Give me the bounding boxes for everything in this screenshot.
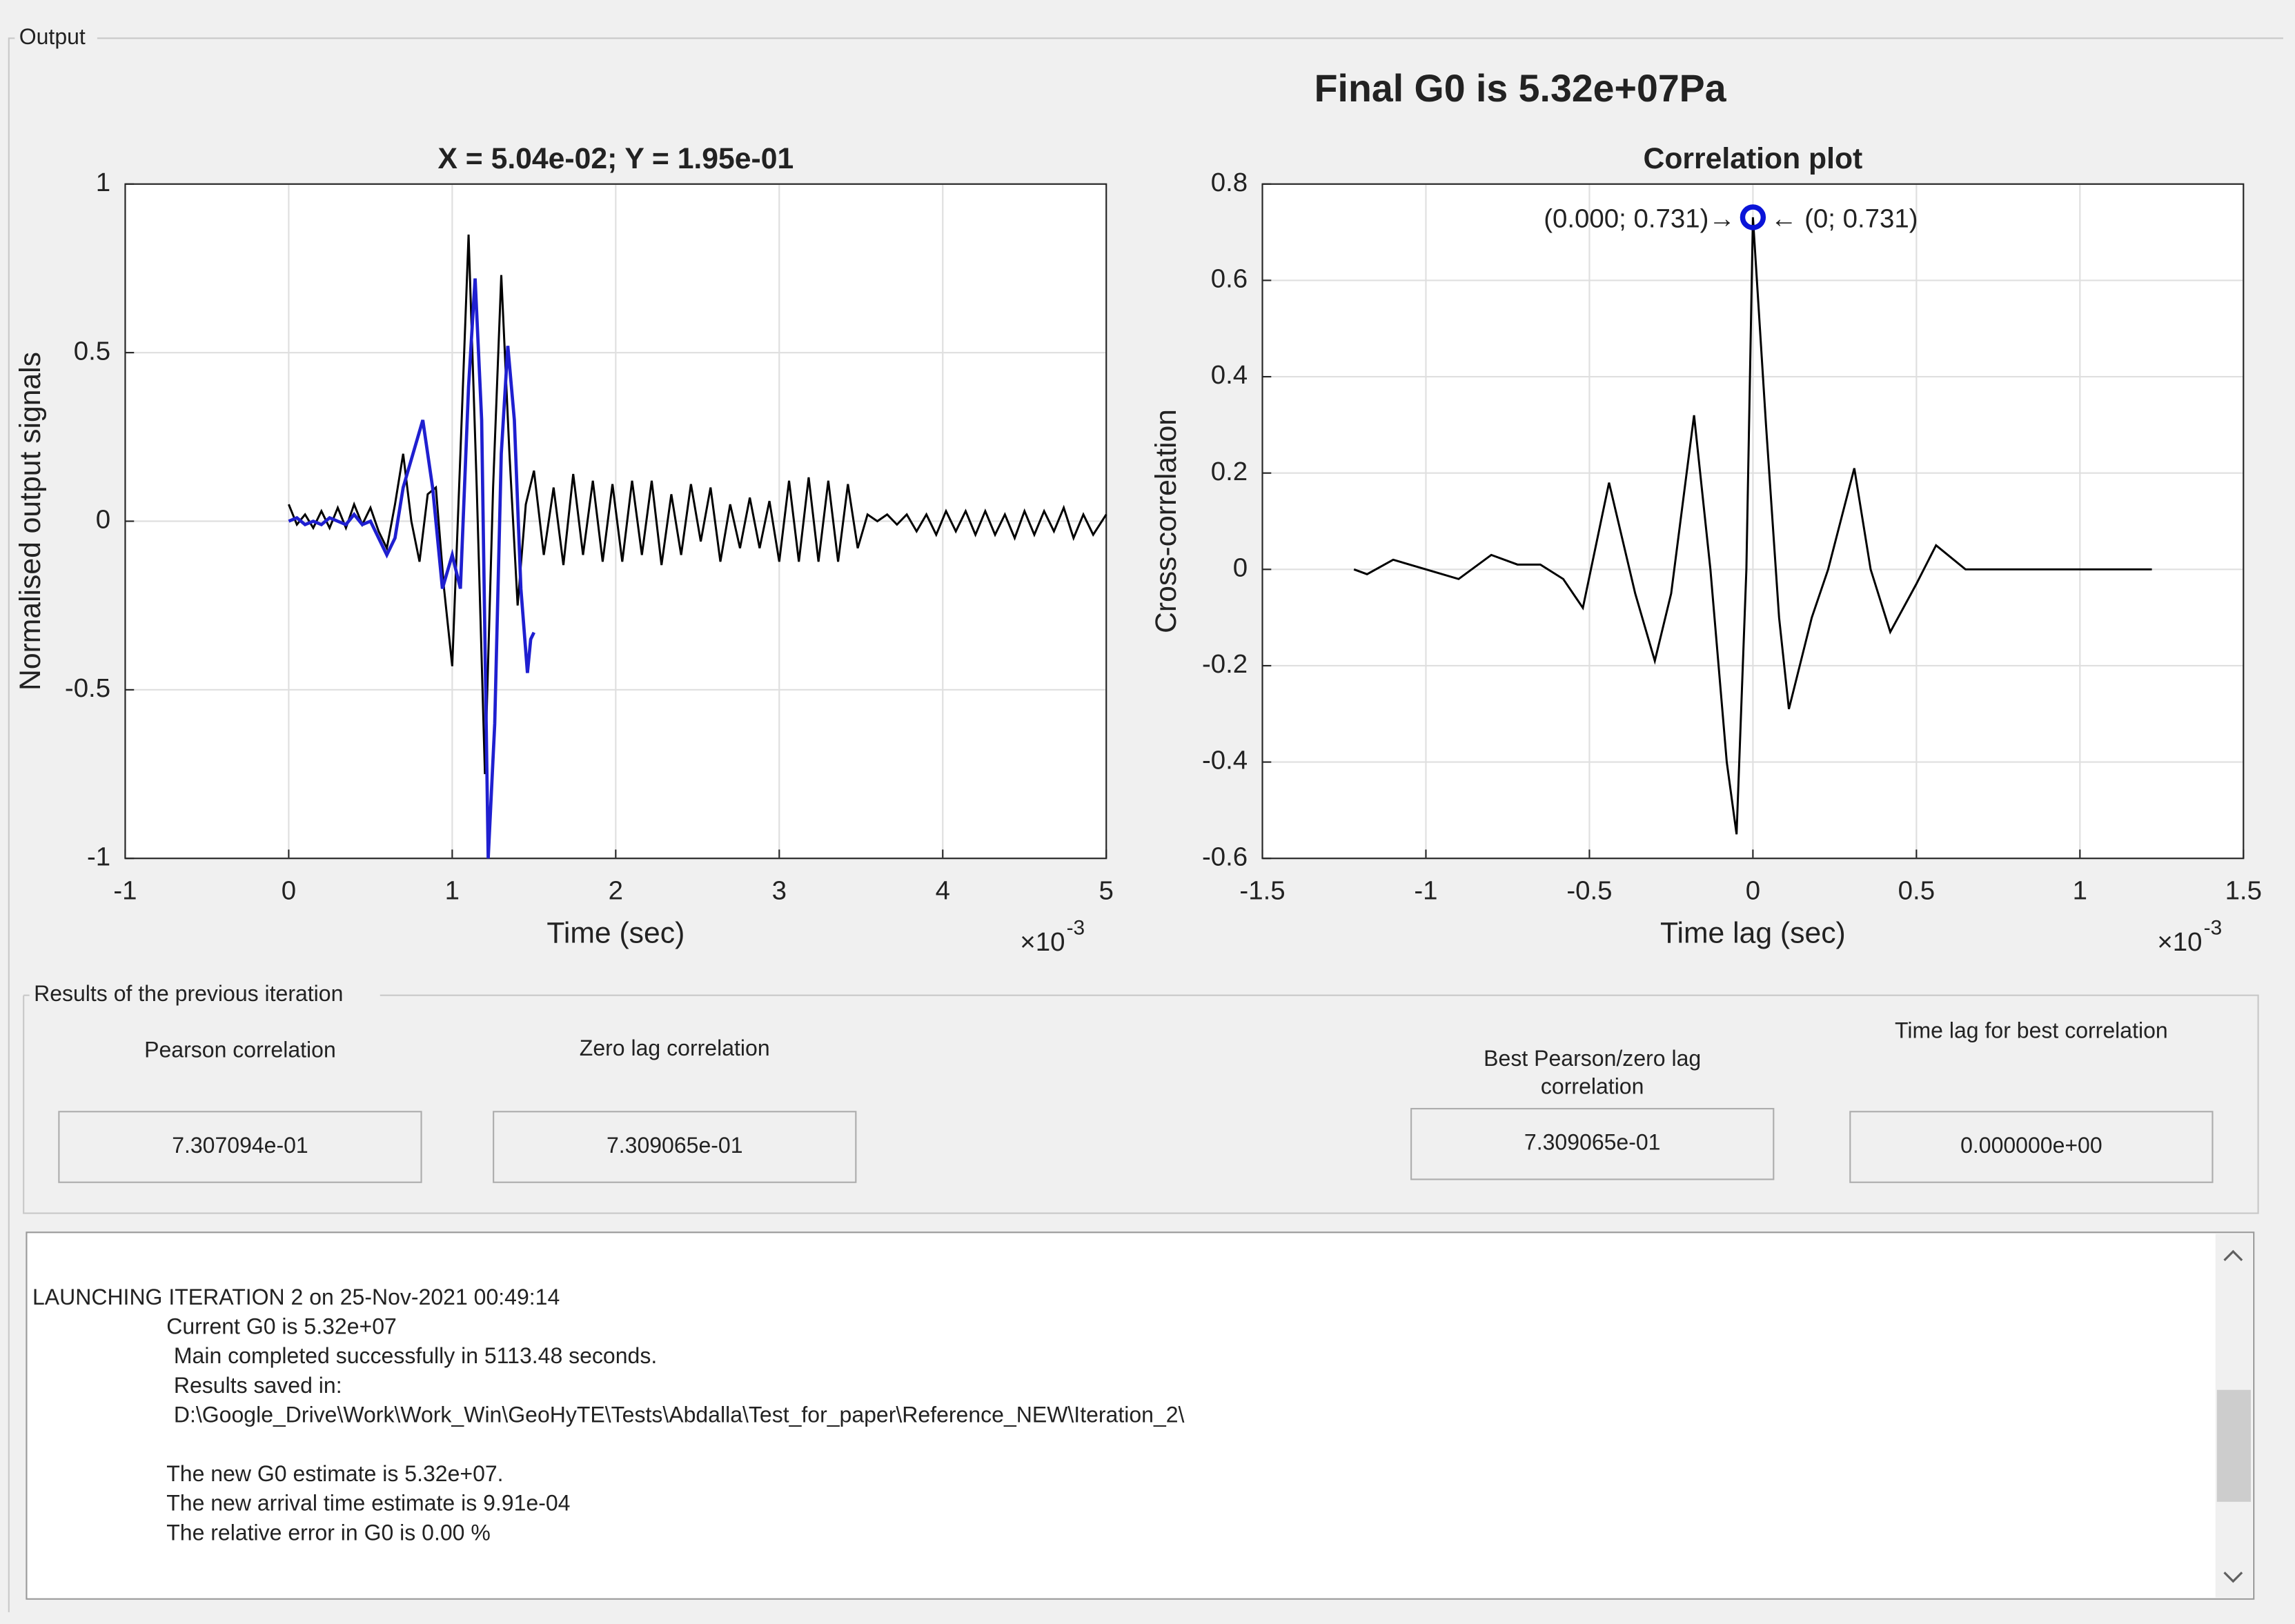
main-title: Final G0 is 5.32e+07Pa	[1314, 67, 1727, 110]
x-multiplier: ×10	[1020, 927, 1065, 957]
scroll-thumb[interactable]	[2216, 1389, 2251, 1502]
peak-marker	[1740, 204, 1766, 230]
x-tick-label: 1.5	[2225, 875, 2262, 905]
field-value: 7.309065e-01	[607, 1133, 743, 1158]
x-tick-label: -1.5	[1239, 875, 1285, 905]
y-tick-label: 1	[96, 168, 110, 197]
signal-line	[288, 235, 1107, 775]
log-line: Current G0 is 5.32e+07	[166, 1314, 397, 1338]
field-value: 0.000000e+00	[1960, 1133, 2102, 1158]
y-tick-label: 0.8	[1211, 168, 1248, 197]
x-tick-label: 4	[936, 875, 950, 905]
field-label-box: Pearson correlation	[144, 1038, 336, 1063]
log-line: The relative error in G0 is 0.00 %	[166, 1520, 491, 1545]
y-tick-label: 0.5	[74, 336, 110, 366]
log-line: Main completed successfully in 5113.48 s…	[174, 1343, 657, 1368]
log-line: LAUNCHING ITERATION 2 on 25-Nov-2021 00:…	[32, 1285, 560, 1309]
x-axis-label: Time (sec)	[546, 916, 684, 949]
x-tick-label: 0.5	[1898, 875, 1935, 905]
results-frame	[23, 994, 2259, 1214]
field-label: Pearson correlation	[144, 1038, 336, 1063]
y-tick-label: -0.5	[65, 673, 110, 703]
text-field	[493, 1111, 857, 1183]
x-axis-label: Time lag (sec)	[1660, 916, 1846, 949]
log-line: The new G0 estimate is 5.32e+07.	[166, 1461, 503, 1486]
y-axis-label: Normalised output signals	[14, 352, 47, 691]
x-tick-label: -1	[113, 875, 137, 905]
x-tick-label: 5	[1099, 875, 1114, 905]
y-tick-label: -0.6	[1202, 842, 1248, 871]
x-tick-label: 2	[609, 875, 623, 905]
plot-border	[1261, 183, 2245, 860]
text-field	[58, 1111, 422, 1183]
y-tick-label: 0.2	[1211, 457, 1248, 486]
y-tick-label: 0	[96, 505, 110, 535]
plot-border	[124, 183, 1107, 860]
log-box	[26, 1231, 2255, 1600]
panel-title: Output	[19, 24, 86, 49]
field-label-box: Zero lag correlation	[579, 1036, 770, 1062]
field-label-box: Time lag for best correlation	[1895, 1018, 2168, 1044]
x-multiplier-exponent: -3	[2204, 917, 2223, 940]
log-line: D:\Google_Drive\Work\Work_Win\GeoHyTE\Te…	[174, 1403, 1185, 1427]
x-tick-label: 1	[445, 875, 460, 905]
log-line: The new arrival time estimate is 9.91e-0…	[166, 1491, 570, 1516]
text-field	[1849, 1111, 2214, 1183]
field-value: 7.307094e-01	[172, 1133, 308, 1158]
field-label: Zero lag correlation	[579, 1036, 770, 1062]
field-value: 7.309065e-01	[1524, 1130, 1661, 1155]
annotation: ← (0; 0.731)	[1771, 204, 1918, 233]
y-tick-label: -1	[87, 842, 110, 871]
field-label: Time lag for best correlation	[1895, 1018, 2168, 1044]
scroll-down[interactable]	[2223, 1572, 2243, 1583]
x-tick-label: 3	[772, 875, 787, 905]
text-field	[1410, 1107, 1775, 1180]
y-tick-label: -0.4	[1202, 746, 1248, 775]
x-multiplier: ×10	[2157, 927, 2202, 957]
log-line: Results saved in:	[174, 1373, 342, 1398]
x-tick-label: -0.5	[1566, 875, 1612, 905]
x-tick-label: 0	[282, 875, 296, 905]
y-tick-label: 0.4	[1211, 360, 1248, 390]
chart-title: X = 5.04e-02; Y = 1.95e-01	[437, 142, 794, 175]
x-tick-label: -1	[1414, 875, 1437, 905]
signal-line	[288, 278, 535, 859]
output-frame	[8, 37, 2283, 1612]
y-tick-label: -0.2	[1202, 649, 1248, 679]
y-tick-label: 0.6	[1211, 264, 1248, 294]
y-tick-label: 0	[1233, 553, 1248, 582]
field-label: Best Pearson/zero lag correlation	[1484, 1047, 1702, 1096]
results-title: Results of the previous iteration	[34, 981, 343, 1006]
y-axis-label: Cross-correlation	[1150, 409, 1183, 633]
chart-title: Correlation plot	[1644, 142, 1863, 175]
annotation: (0.000; 0.731)→	[1544, 204, 1735, 233]
signal-line	[1353, 217, 2152, 835]
x-tick-label: 1	[2073, 875, 2087, 905]
x-tick-label: 0	[1746, 875, 1760, 905]
x-multiplier-exponent: -3	[1067, 917, 1085, 940]
scroll-up[interactable]	[2223, 1249, 2243, 1261]
field-label-box: Best Pearson/zero lag correlation	[1484, 1047, 1702, 1096]
